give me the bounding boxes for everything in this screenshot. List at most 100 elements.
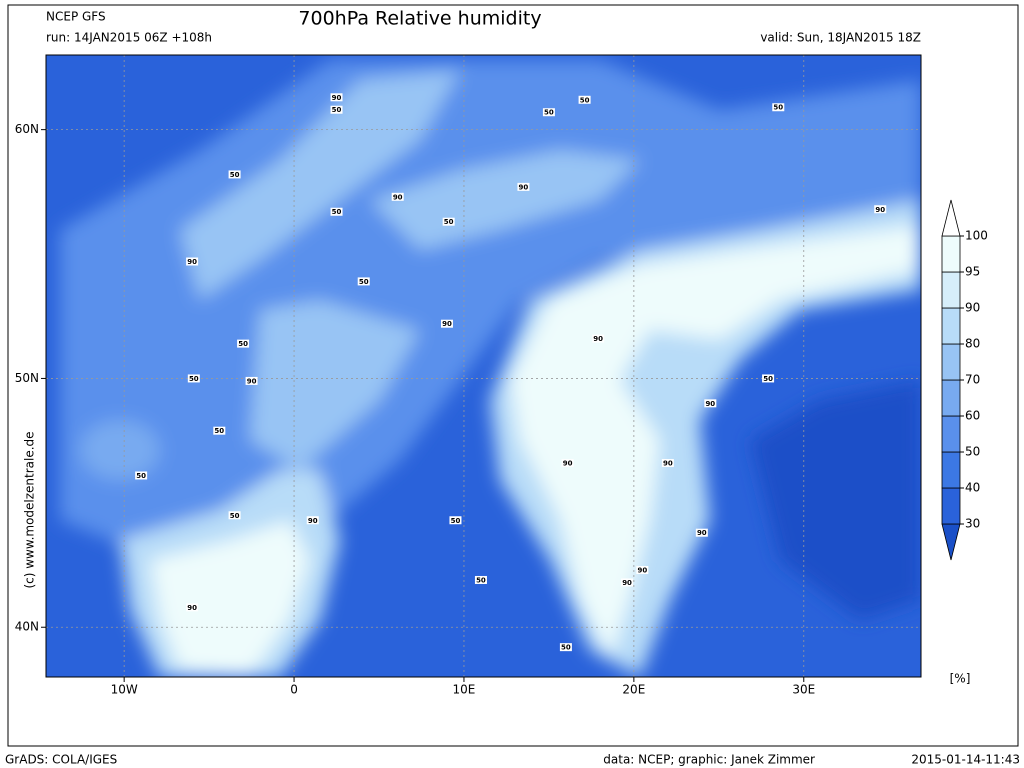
valid-time: valid: Sun, 18JAN2015 18Z xyxy=(760,31,921,45)
contour-label-box xyxy=(442,217,455,226)
colorbar-segment xyxy=(941,379,961,417)
contour-label: 90 xyxy=(637,567,647,575)
contour-label: 50 xyxy=(332,208,342,216)
contour-label-box xyxy=(592,334,605,343)
contour-labels: 90 50 50 50 50 50 90 90 50 50 90 90 50 90 50 90 50 90 50 90… xyxy=(135,93,887,652)
colorbar-label: 95 xyxy=(965,265,980,279)
contour-label-box xyxy=(357,277,370,286)
field-area xyxy=(180,70,460,300)
contour-label-box xyxy=(330,93,343,102)
contour-label-box xyxy=(561,459,574,468)
colorbar-label: 80 xyxy=(965,337,980,351)
field-area xyxy=(80,420,160,480)
contour-label-box xyxy=(695,528,708,537)
contour-label: 90 xyxy=(563,460,573,468)
contour-label: 50 xyxy=(230,512,240,520)
contour-label-box xyxy=(440,319,453,328)
contour-label-box xyxy=(762,374,775,383)
contour-label: 90 xyxy=(308,517,318,525)
credit: (c) www.modelzentrale.de xyxy=(23,431,37,588)
footer-timestamp: 2015-01-14-11:43 xyxy=(911,753,1020,767)
contour-label: 90 xyxy=(622,579,632,587)
contour-label: 90 xyxy=(247,377,257,385)
contour-label: 50 xyxy=(136,472,146,480)
y-tick-label: 60N xyxy=(15,122,39,136)
x-tick-label: 20E xyxy=(622,683,645,697)
contour-label: 50 xyxy=(561,644,571,652)
field-area xyxy=(250,300,420,470)
colorbar-segment xyxy=(941,271,961,309)
contour-label-box xyxy=(245,376,258,385)
contour-label: 50 xyxy=(359,278,369,286)
contour-label-box xyxy=(661,459,674,468)
field-area xyxy=(150,520,310,677)
colorbar-label: 90 xyxy=(965,301,980,315)
contour-label-box xyxy=(186,603,199,612)
contour-label: 90 xyxy=(393,193,403,201)
colorbar-extend-low xyxy=(941,523,961,561)
colorbar-extend-high xyxy=(941,199,961,237)
colorbar-label: 100 xyxy=(965,229,988,243)
colorbar-unit: [%] xyxy=(950,672,971,686)
y-tick-label: 40N xyxy=(15,620,39,634)
contour-label-box xyxy=(237,339,250,348)
contour-label: 90 xyxy=(663,460,673,468)
contour-label: 90 xyxy=(187,604,197,612)
x-tick-label: 10E xyxy=(453,683,476,697)
contour-label-box xyxy=(578,95,591,104)
contour-label: 50 xyxy=(580,96,590,104)
contour-label-box xyxy=(186,257,199,266)
contour-label-box xyxy=(187,374,200,383)
contour-label-box xyxy=(559,643,572,652)
map-frame xyxy=(45,54,922,678)
field-shading xyxy=(60,60,921,677)
contour-label: 50 xyxy=(476,576,486,584)
contour-label-box xyxy=(330,207,343,216)
contour-label: 50 xyxy=(230,171,240,179)
x-tick-label: 0 xyxy=(290,683,298,697)
colorbar-label: 60 xyxy=(965,409,980,423)
contour-label-box xyxy=(517,182,530,191)
contour-label-box xyxy=(474,575,487,584)
colorbar-segment xyxy=(941,343,961,381)
contour-label: 50 xyxy=(444,218,454,226)
colorbar-segment xyxy=(941,451,961,489)
field-area xyxy=(750,380,921,620)
contour-label: 90 xyxy=(697,529,707,537)
page-frame xyxy=(7,4,1019,747)
contour-label-box xyxy=(542,108,555,117)
colorbar-segment xyxy=(941,487,961,525)
map-title: 700hPa Relative humidity xyxy=(298,8,541,30)
contour-label-box xyxy=(772,103,785,112)
contour-label-box xyxy=(213,426,226,435)
contour-label: 90 xyxy=(442,320,452,328)
contour-label: 90 xyxy=(593,335,603,343)
x-tick-label: 30E xyxy=(792,683,815,697)
contour-label-box xyxy=(704,399,717,408)
contour-label: 90 xyxy=(187,258,197,266)
humidity-field xyxy=(46,55,921,677)
contour-label: 50 xyxy=(238,340,248,348)
contour-label-box xyxy=(330,105,343,114)
contour-label: 50 xyxy=(332,106,342,114)
contour-label-box xyxy=(306,516,319,525)
run-info: run: 14JAN2015 06Z +108h xyxy=(46,31,212,45)
contour-label-box xyxy=(874,205,887,214)
footer-software: GrADS: COLA/IGES xyxy=(5,753,117,767)
colorbar-segment xyxy=(941,415,961,453)
footer-source: data: NCEP; graphic: Janek Zimmer xyxy=(603,753,815,767)
contour-label: 90 xyxy=(332,94,342,102)
y-tick-label: 50N xyxy=(15,371,39,385)
contour-label: 50 xyxy=(214,427,224,435)
colorbar-segment xyxy=(941,235,961,273)
x-tick-label: 10W xyxy=(111,683,138,697)
field-area xyxy=(510,225,921,660)
model-name: NCEP GFS xyxy=(46,10,106,24)
contour-label-box xyxy=(135,471,148,480)
contour-label: 50 xyxy=(773,104,783,112)
contour-label-box xyxy=(636,566,649,575)
colorbar-label: 50 xyxy=(965,445,980,459)
contour-label-box xyxy=(228,170,241,179)
contour-label: 50 xyxy=(763,375,773,383)
